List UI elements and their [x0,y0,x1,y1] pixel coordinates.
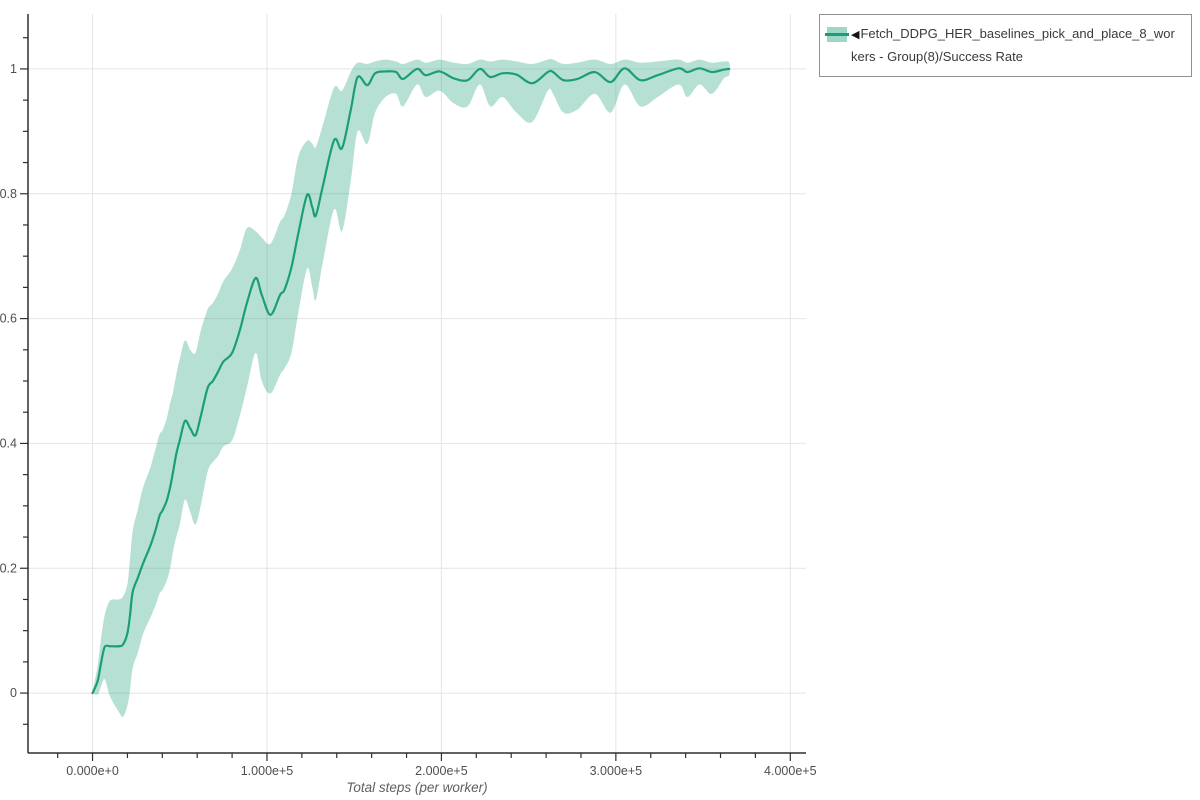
legend-entry-label: Fetch_DDPG_HER_baselines_pick_and_place_… [851,26,1175,64]
confidence-band [92,59,730,718]
mean-line [91,67,731,695]
axes [27,14,806,754]
svg-text:4.000e+5: 4.000e+5 [764,764,817,778]
svg-text:1: 1 [10,62,17,76]
gridlines [28,14,806,753]
svg-text:3.000e+5: 3.000e+5 [590,764,643,778]
tick-marks [20,37,791,761]
y-tick-labels: 0 0.2 0.4 0.6 0.8 1 [0,62,17,700]
legend-series-swatch-icon [825,27,849,42]
legend-collapse-icon[interactable]: ◀ [851,29,860,41]
svg-text:2.000e+5: 2.000e+5 [415,764,468,778]
svg-text:0: 0 [10,686,17,700]
svg-text:1.000e+5: 1.000e+5 [241,764,294,778]
x-axis-label: Total steps (per worker) [346,780,488,795]
svg-text:0.8: 0.8 [0,187,17,201]
legend[interactable]: ◀Fetch_DDPG_HER_baselines_pick_and_place… [819,14,1192,77]
svg-text:0.6: 0.6 [0,312,17,326]
x-tick-labels: 0.000e+0 1.000e+5 2.000e+5 3.000e+5 4.000e+5 [66,764,816,778]
svg-text:0.2: 0.2 [0,561,17,575]
legend-entry: ◀Fetch_DDPG_HER_baselines_pick_and_place… [851,23,1181,68]
svg-text:0.000e+0: 0.000e+0 [66,764,119,778]
legend-line-icon [825,32,849,36]
svg-text:0.4: 0.4 [0,436,17,450]
